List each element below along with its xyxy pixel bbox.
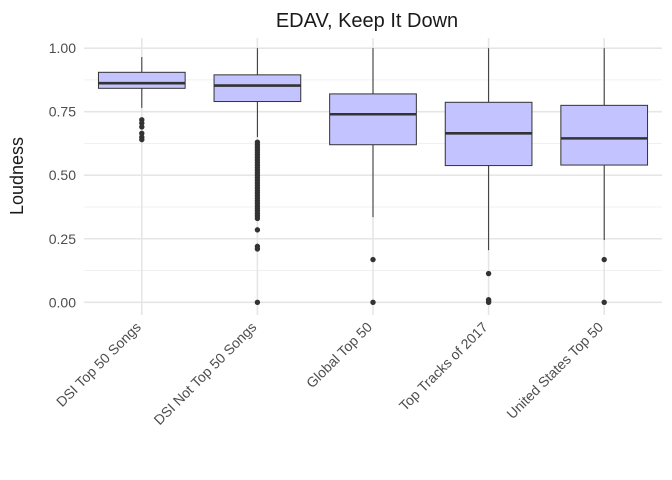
x-tick-label: United States Top 50 [503,319,606,422]
y-axis-label: Loudness [7,137,27,215]
outlier-point [139,124,145,130]
y-tick-label: 1.00 [49,40,76,56]
outlier-point [139,136,145,143]
y-tick-label: 0.00 [49,294,76,310]
outlier-point [601,299,607,305]
box-4 [444,48,533,305]
outlier-point [139,130,145,136]
x-tick-label: Global Top 50 [303,319,375,391]
outlier-point [485,299,492,305]
outlier-point [485,270,492,277]
outlier-point [139,120,145,126]
x-axis-ticks: DSI Top 50 Songs DSI Not Top 50 Songs Glob… [53,319,606,428]
outlier-point [370,299,376,305]
y-tick-label: 0.50 [49,167,76,183]
box-5 [560,48,649,305]
x-tick-label: Top Tracks of 2017 [396,319,491,414]
interquartile-box [329,93,417,146]
box-3 [329,48,417,305]
outlier-point [370,256,376,263]
outlier-point [254,227,261,233]
chart-title: EDAV, Keep It Down [276,10,458,32]
box-2 [213,48,302,305]
y-tick-label: 0.25 [49,231,76,247]
x-tick-label: DSI Top 50 Songs [53,319,144,410]
y-tick-label: 0.75 [49,104,76,120]
interquartile-box [213,74,302,103]
outlier-point [601,256,607,263]
outlier-point [254,299,261,305]
outlier-point [254,246,261,252]
box-1 [97,57,186,143]
outlier-point [254,215,261,222]
y-axis-ticks: 0.00 0.25 0.50 0.75 1.00 [49,40,76,310]
boxes [97,48,649,305]
x-tick-label: DSI Not Top 50 Songs [150,319,259,428]
interquartile-box [97,71,186,89]
interquartile-box [560,104,649,166]
